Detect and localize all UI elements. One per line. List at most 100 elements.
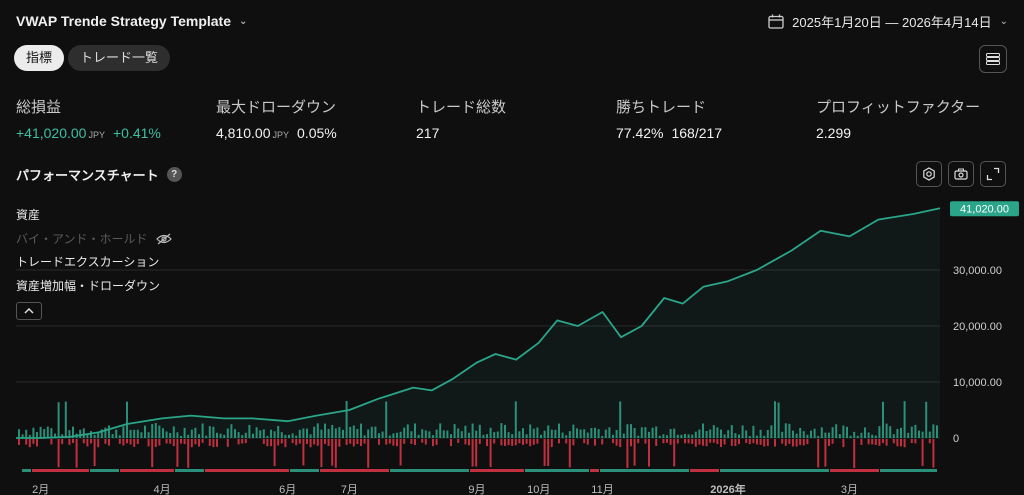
runup-bar — [817, 435, 820, 438]
legend-equity[interactable]: 資産 — [16, 208, 41, 222]
runup-bar — [158, 425, 161, 438]
runup-bar — [493, 432, 496, 438]
y-tick-label: 20,000.00 — [953, 321, 1002, 333]
runup-bar — [136, 429, 139, 438]
legend-buy-hold[interactable]: バイ・アンド・ホールド — [16, 228, 172, 252]
runup-bar — [172, 426, 175, 438]
drawdown-bar — [669, 439, 672, 445]
runup-bar — [126, 401, 128, 438]
runup-bar — [889, 426, 892, 438]
runup-bar — [223, 434, 226, 438]
question-icon[interactable]: ? — [166, 167, 182, 182]
runup-bar — [280, 432, 283, 438]
drawdown-bar — [882, 439, 884, 444]
drawdown-bar — [885, 439, 888, 446]
runup-bar — [205, 435, 208, 438]
runup-bar — [302, 428, 305, 438]
legend-trade-excursion[interactable]: トレードエクスカーション — [16, 255, 160, 269]
drawdown-bar — [241, 439, 244, 444]
drawdown-bar — [471, 439, 474, 467]
legend-runup-drawdown[interactable]: 資産増加幅・ドローダウン — [16, 278, 161, 293]
drawdown-bar — [165, 439, 168, 444]
drawdown-bar — [871, 439, 874, 445]
drawdown-bar — [799, 439, 802, 446]
runup-segment — [290, 469, 319, 472]
tab-indicators[interactable]: 指標 — [14, 45, 65, 71]
runup-bar — [259, 430, 262, 438]
menu-button[interactable] — [979, 45, 1007, 73]
runup-bar — [813, 428, 816, 438]
runup-bar — [414, 423, 416, 438]
drawdown-bar — [529, 439, 532, 447]
runup-bar — [608, 427, 611, 438]
drawdown-bar — [900, 439, 902, 447]
drawdown-bar — [36, 439, 38, 447]
drawdown-bar — [147, 439, 150, 447]
drawdown-segment — [320, 469, 389, 472]
runup-bar — [514, 401, 517, 438]
runup-bar — [655, 426, 658, 438]
drawdown-bar — [910, 439, 913, 444]
runup-bar — [324, 423, 326, 438]
chart-settings-button[interactable] — [916, 161, 942, 187]
runup-bar — [162, 428, 164, 438]
drawdown-bar — [612, 439, 614, 444]
drawdown-segment — [32, 469, 89, 472]
stat-value: 4,810.00 JPY 0.05% — [216, 125, 337, 141]
fullscreen-button[interactable] — [980, 161, 1006, 187]
runup-bar — [25, 429, 28, 438]
runup-bar — [738, 434, 740, 438]
runup-bar — [640, 427, 643, 438]
drawdown-bar — [198, 439, 200, 447]
runup-bar — [226, 428, 229, 438]
collapse-legend-button[interactable] — [16, 302, 42, 320]
strategy-title: VWAP Trende Strategy Template — [16, 13, 231, 29]
runup-bar — [597, 429, 600, 438]
runup-bar — [133, 429, 136, 438]
stat-net-profit: 総損益 +41,020.00 JPY +0.41% — [16, 96, 161, 141]
drawdown-bar — [892, 439, 895, 444]
drawdown-bar — [331, 439, 334, 466]
drawdown-bar — [842, 439, 845, 448]
drawdown-bar — [338, 439, 341, 447]
drawdown-bar — [687, 439, 690, 444]
runup-bar — [255, 427, 258, 438]
strategy-selector[interactable]: VWAP Trende Strategy Template ⌄ — [16, 13, 247, 29]
drawdown-segment — [690, 469, 719, 472]
stat-profit-factor: プロフィットファクター 2.299 — [816, 96, 980, 141]
last-value-badge: 41,020.00 — [950, 201, 1019, 217]
runup-segment — [600, 469, 689, 472]
drawdown-bar — [507, 439, 510, 446]
drawdown-bar — [327, 439, 330, 446]
date-range-label: 2025年1月20日 — 2026年4月14日 — [792, 15, 992, 30]
runup-bar — [936, 425, 938, 438]
drawdown-bar — [295, 439, 298, 446]
drawdown-bar — [133, 439, 136, 447]
runup-bar — [846, 426, 848, 438]
runup-bar — [313, 426, 316, 438]
runup-bar — [252, 433, 254, 438]
tab-trade-list[interactable]: トレード一覧 — [68, 45, 171, 71]
equity-area — [16, 208, 940, 438]
runup-bar — [403, 427, 406, 438]
runup-bar — [406, 424, 409, 438]
runup-bar — [374, 426, 377, 438]
drawdown-bar — [698, 439, 701, 445]
runup-bar — [619, 401, 622, 438]
snapshot-button[interactable] — [948, 161, 974, 187]
drawdown-bar — [745, 439, 748, 443]
eye-off-icon[interactable] — [155, 233, 172, 245]
x-tick-label: 4月 — [154, 484, 171, 495]
drawdown-bar — [748, 439, 751, 445]
drawdown-bar — [486, 439, 488, 447]
runup-bar — [82, 428, 85, 438]
date-range-selector[interactable]: 2025年1月20日 — 2026年4月14日 ⌄ — [768, 12, 1008, 31]
runup-bar — [680, 434, 683, 438]
runup-bar — [28, 434, 31, 438]
runup-bar — [540, 434, 542, 438]
drawdown-bar — [313, 439, 316, 445]
drawdown-segment — [830, 469, 879, 472]
runup-bar — [892, 434, 895, 438]
drawdown-bar — [118, 439, 121, 444]
runup-bar — [320, 429, 323, 438]
